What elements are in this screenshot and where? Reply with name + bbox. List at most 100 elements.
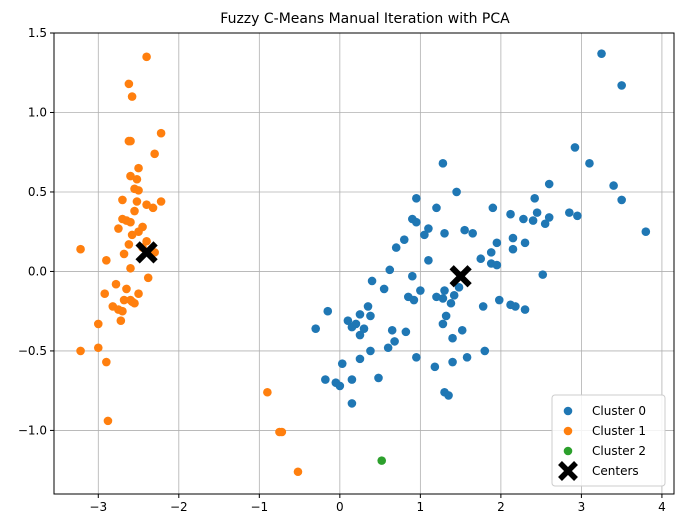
cluster-1-point [76, 346, 85, 356]
cluster-0-point [323, 306, 333, 316]
cluster-0-point [374, 373, 383, 383]
cluster-0-point [565, 208, 574, 217]
x-tick-label: −1 [250, 500, 268, 514]
cluster-0-point [359, 324, 369, 333]
cluster-0-point [355, 354, 365, 364]
cluster-1-point [119, 295, 129, 305]
cluster-0-point [438, 319, 448, 329]
center-marker [449, 265, 472, 288]
cluster-0-point [387, 325, 397, 335]
cluster-1-point [102, 256, 111, 265]
cluster-0-point [366, 311, 375, 321]
cluster-0-point [409, 295, 419, 305]
cluster-1-point [119, 249, 129, 259]
cluster-1-point [93, 319, 103, 329]
cluster-0-point [412, 352, 421, 362]
cluster-1-point [277, 427, 287, 437]
cluster-0-point [366, 346, 375, 356]
cluster-0-point [379, 284, 389, 294]
x-tick-label: 3 [578, 500, 586, 514]
cluster-0-point [476, 254, 486, 264]
cluster-0-point [454, 283, 464, 292]
legend-marker-cluster-2 [563, 446, 573, 456]
axes-layer: −3 −2 −1 0 1 2 3 4 −1.0 −0.5 0.0 0.5 1.0 1.5 [18, 26, 675, 514]
cluster-0-point [444, 391, 453, 400]
cluster-0-point [530, 194, 540, 203]
cluster-1-point [142, 236, 151, 246]
cluster-0-point [506, 209, 515, 219]
cluster-0-point [520, 238, 530, 248]
x-tick-label: −2 [170, 500, 188, 514]
cluster-0-point [446, 298, 456, 308]
cluster-1-point [134, 227, 143, 237]
cluster-1-point [126, 171, 135, 181]
cluster-0-point [617, 81, 626, 90]
y-tick-label: 0.5 [28, 185, 47, 199]
x-tick-label: −3 [89, 500, 107, 514]
cluster-0-point [420, 230, 429, 240]
cluster-1-point [132, 174, 142, 184]
legend-marker-cluster-0 [563, 406, 573, 416]
cluster-1-point [263, 387, 272, 397]
cluster-0-point [457, 325, 467, 335]
x-tick-label: 0 [336, 500, 344, 514]
cluster-0-point [617, 195, 626, 205]
cluster-0-point [440, 286, 449, 295]
cluster-1-point [126, 217, 135, 227]
cluster-1-point [130, 206, 139, 216]
cluster-0-point [519, 214, 528, 224]
cluster-0-point [399, 235, 409, 244]
cluster-0-point [347, 322, 357, 332]
cluster-0-point [460, 225, 469, 235]
y-tick-label: 1.5 [28, 26, 47, 40]
cluster-1-point [103, 416, 113, 426]
cluster-0-point [609, 181, 618, 190]
cluster-1-point [124, 79, 134, 89]
cluster-1-point [118, 306, 127, 316]
cluster-0-point [452, 187, 461, 197]
cluster-0-point [508, 233, 518, 243]
y-tick-label: 1.0 [28, 105, 47, 119]
cluster-0-point [573, 211, 582, 221]
cluster-0-point [462, 352, 472, 362]
cluster-1-point [142, 52, 151, 62]
cluster-0-point [641, 227, 651, 237]
cluster-0-point [383, 343, 393, 353]
cluster-0-point [438, 294, 448, 303]
points-layer [76, 49, 651, 477]
legend-label-centers: Centers [592, 464, 639, 478]
cluster-1-point [148, 203, 158, 213]
cluster-0-point [520, 305, 530, 314]
cluster-1-point [134, 163, 143, 173]
cluster-1-point [143, 273, 153, 283]
cluster-0-point [424, 224, 433, 233]
cluster-0-point [432, 292, 441, 302]
y-tick-label: −1.0 [18, 423, 47, 437]
cluster-0-point [408, 271, 417, 281]
cluster-0-point [390, 337, 399, 346]
cluster-0-point [347, 375, 357, 384]
cluster-0-point [492, 260, 502, 270]
legend-label-cluster-1: Cluster 1 [592, 424, 646, 438]
cluster-0-point [494, 295, 504, 305]
cluster-1-point [100, 289, 110, 299]
cluster-1-point [126, 263, 135, 273]
chart-title: Fuzzy C-Means Manual Iteration with PCA [220, 11, 510, 27]
cluster-0-point [544, 213, 554, 222]
legend-marker-cluster-1 [563, 426, 573, 436]
cluster-0-point [468, 228, 478, 238]
cluster-1-point [132, 197, 142, 206]
cluster-0-point [532, 208, 542, 217]
legend-label-cluster-2: Cluster 2 [592, 444, 646, 458]
cluster-0-point [448, 333, 457, 343]
legend-label-cluster-0: Cluster 0 [592, 404, 646, 418]
cluster-1-point [134, 186, 143, 195]
cluster-0-point [508, 244, 518, 254]
cluster-0-point [430, 362, 440, 372]
cluster-0-point [347, 399, 357, 408]
cluster-1-point [156, 197, 166, 206]
cluster-0-point [528, 216, 538, 225]
cluster-0-point [441, 311, 451, 321]
cluster-0-point [492, 238, 502, 248]
cluster-1-point [102, 357, 111, 367]
